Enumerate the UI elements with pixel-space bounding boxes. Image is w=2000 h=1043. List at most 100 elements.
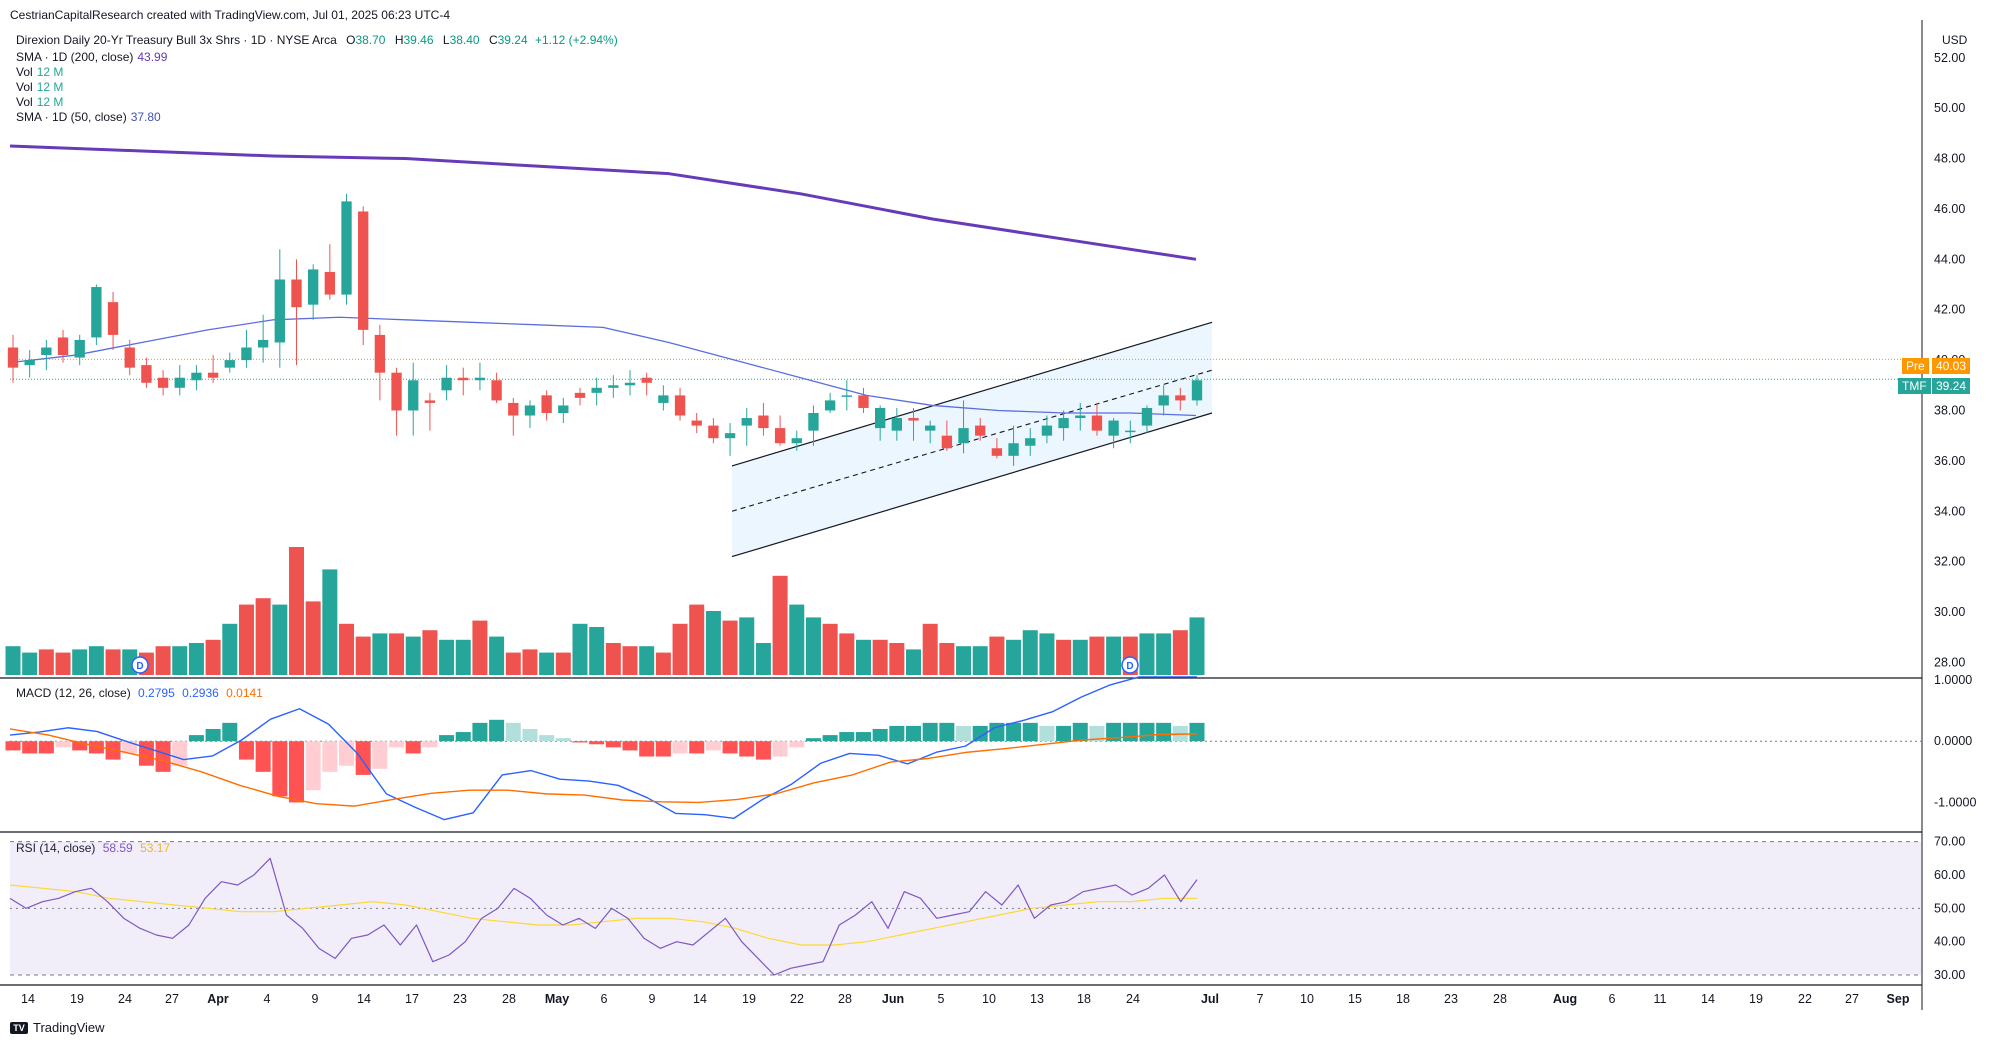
volume-bar [155,646,171,675]
x-tick-label: Aug [1553,992,1577,1006]
macd-histogram-bar [839,732,855,742]
macd-histogram-bar [605,741,621,748]
volume-bar [1156,633,1172,675]
candle-body [41,347,52,356]
volume-bar [589,627,605,675]
volume-bar [922,623,938,675]
candle-body [758,415,769,429]
volume-bar [655,652,671,675]
macd-histogram-bar [188,735,204,742]
macd-histogram-bar [772,741,788,757]
volume-bar [1006,639,1022,675]
x-tick-label: 28 [502,992,516,1006]
candle-body [1158,395,1169,406]
candle-body [174,377,185,388]
macd-histogram-bar [689,741,705,754]
legend-vol-3[interactable]: Vol 12 M [16,95,63,110]
macd-histogram-bar [305,741,321,791]
x-tick-label: 15 [1348,992,1362,1006]
macd-histogram-bar [205,728,221,742]
volume-bar [722,620,738,675]
macd-histogram-bar [505,722,521,742]
tmf-tag: TMF [1898,378,1931,394]
candle-body [874,407,886,429]
macd-value: 0.2795 [138,686,175,700]
volume-bar [906,649,922,675]
volume-bar [822,623,838,675]
macd-histogram-bar [472,722,488,742]
volume-bar [555,652,571,675]
dividend-marker-icon [131,656,149,674]
volume-bar [1039,633,1055,675]
macd-histogram-bar [322,741,338,772]
price-tick-label: 28.00 [1934,655,1965,669]
macd-histogram-bar [72,741,88,751]
volume-bar [288,547,304,675]
volume-bar [622,646,638,675]
volume-bar [605,643,621,675]
macd-histogram-bar [389,741,405,748]
rsi-label: RSI (14, close) [16,841,95,855]
macd-histogram-bar [922,722,938,742]
legend-vol-1[interactable]: Vol 12 M [16,65,63,80]
volume-bar [1022,630,1038,675]
candle-body [391,372,402,411]
footer-brand[interactable]: TV TradingView [10,1020,105,1035]
macd-histogram-bar [705,741,721,751]
x-tick-label: 23 [453,992,467,1006]
candle-body [358,211,369,330]
macd-tick-label: 1.0000 [1934,673,1972,687]
x-tick-label: 19 [742,992,756,1006]
candle-body [424,400,436,403]
candle-body [891,418,903,431]
x-tick-label: Jun [882,992,904,1006]
sma50-line [9,316,1197,417]
rsi-tick-label: 50.00 [1934,901,1965,915]
macd-histogram-bar [88,741,104,754]
macd-histogram-bar [939,722,955,742]
macd-histogram-bar [789,741,805,748]
legend-sma200[interactable]: SMA · 1D (200, close) 43.99 [16,50,167,65]
x-tick-label: 28 [838,992,852,1006]
volume-bar [939,643,955,675]
legend-macd[interactable]: MACD (12, 26, close) 0.2795 0.2936 0.014… [16,686,263,701]
volume-bar [72,649,88,675]
price-tick-label: 36.00 [1934,454,1965,468]
volume-bar [755,643,771,675]
x-tick-label: 24 [118,992,132,1006]
x-tick-label: Jul [1201,992,1219,1006]
volume-bar [639,646,655,675]
volume-bar [739,617,755,675]
legend-vol-2[interactable]: Vol 12 M [16,80,63,95]
candle-body [691,420,702,426]
volume-bar [956,646,972,675]
macd-histogram-bar [722,741,738,754]
macd-histogram-bar [422,741,438,748]
x-tick-label: Apr [207,992,229,1006]
volume-bar [1072,639,1088,675]
volume-bar [1172,630,1188,675]
vol2-label: Vol [16,80,33,94]
macd-histogram-bar [339,741,355,766]
x-tick-label: 5 [938,992,945,1006]
volume-bar [789,604,805,675]
candle-body [74,339,85,358]
candle-body [791,438,802,444]
candle-body [441,377,452,391]
low-label: L [442,33,450,47]
low-value: 38.40 [449,33,480,47]
channel-mid-line [731,369,1213,512]
volume-bar [5,646,21,675]
legend-rsi[interactable]: RSI (14, close) 58.59 53.17 [16,841,170,856]
candle-body [508,402,519,416]
legend-sma50[interactable]: SMA · 1D (50, close) 37.80 [16,110,161,125]
candle-body [1058,418,1069,429]
candle-body [257,339,269,348]
signal-value: 0.2936 [182,686,219,700]
rsi-tick-label: 60.00 [1934,868,1965,882]
macd-histogram-bar [372,741,388,769]
volume-bar [55,652,71,675]
volume-bar [772,575,788,675]
x-tick-label: 19 [1749,992,1763,1006]
